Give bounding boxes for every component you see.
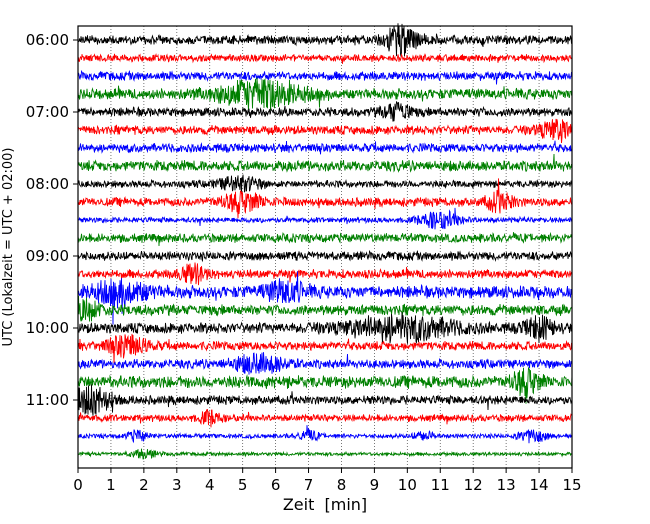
x-tick-label: 8 [337, 476, 347, 494]
trace-1045 [77, 367, 573, 404]
x-tick-label: 12 [464, 476, 483, 494]
x-tick-label: 0 [73, 476, 83, 494]
x-tick-label: 9 [370, 476, 380, 494]
trace-0845 [77, 231, 573, 247]
trace-1030 [77, 352, 573, 375]
trace-0900 [77, 249, 573, 263]
y-axis-label: UTC (Lokalzeit = UTC + 02:00) [1, 148, 16, 347]
trace-0930 [77, 271, 573, 325]
x-tick-label: 1 [106, 476, 116, 494]
x-tick-label: 5 [238, 476, 248, 494]
x-tick-label: 4 [205, 476, 215, 494]
y-tick-label: 11:00 [26, 391, 69, 409]
x-axis-ticks: 0 1 2 3 4 5 6 7 8 9 10 11 12 13 14 15 [73, 468, 582, 494]
y-tick-label: 08:00 [26, 175, 69, 193]
x-tick-label: 6 [271, 476, 281, 494]
trace-1145 [77, 448, 573, 460]
trace-0800 [77, 174, 573, 195]
y-tick-label: 07:00 [26, 103, 69, 121]
trace-0945 [77, 295, 573, 322]
y-tick-label: 06:00 [26, 31, 69, 49]
x-tick-label: 14 [530, 476, 549, 494]
trace-0915 [77, 262, 573, 286]
y-tick-label: 09:00 [26, 247, 69, 265]
trace-1015 [77, 333, 573, 365]
y-axis-ticks: 06:00 07:00 08:00 09:00 10:00 11:00 [26, 31, 78, 409]
trace-0815 [77, 178, 573, 219]
trace-0600 [77, 23, 573, 57]
x-tick-label: 7 [304, 476, 314, 494]
x-tick-label: 15 [562, 476, 581, 494]
trace-0615 [77, 52, 573, 64]
trace-1000 [77, 312, 573, 345]
seismic-traces [77, 23, 573, 460]
x-tick-label: 13 [497, 476, 516, 494]
trace-1130 [77, 425, 573, 444]
trace-0645 [77, 77, 573, 111]
trace-0830 [77, 207, 573, 230]
x-tick-label: 2 [139, 476, 149, 494]
trace-0630 [77, 69, 573, 85]
trace-0715 [77, 118, 573, 144]
x-tick-label: 11 [431, 476, 450, 494]
trace-1115 [77, 409, 573, 428]
trace-0730 [77, 140, 573, 155]
x-tick-label: 10 [398, 476, 417, 494]
y-tick-label: 10:00 [26, 319, 69, 337]
x-tick-label: 3 [172, 476, 182, 494]
x-axis-label: Zeit [min] [283, 495, 367, 514]
trace-0700 [77, 101, 573, 122]
trace-0745 [77, 153, 573, 173]
trace-1100 [77, 384, 573, 416]
plot-frame [77, 25, 573, 469]
